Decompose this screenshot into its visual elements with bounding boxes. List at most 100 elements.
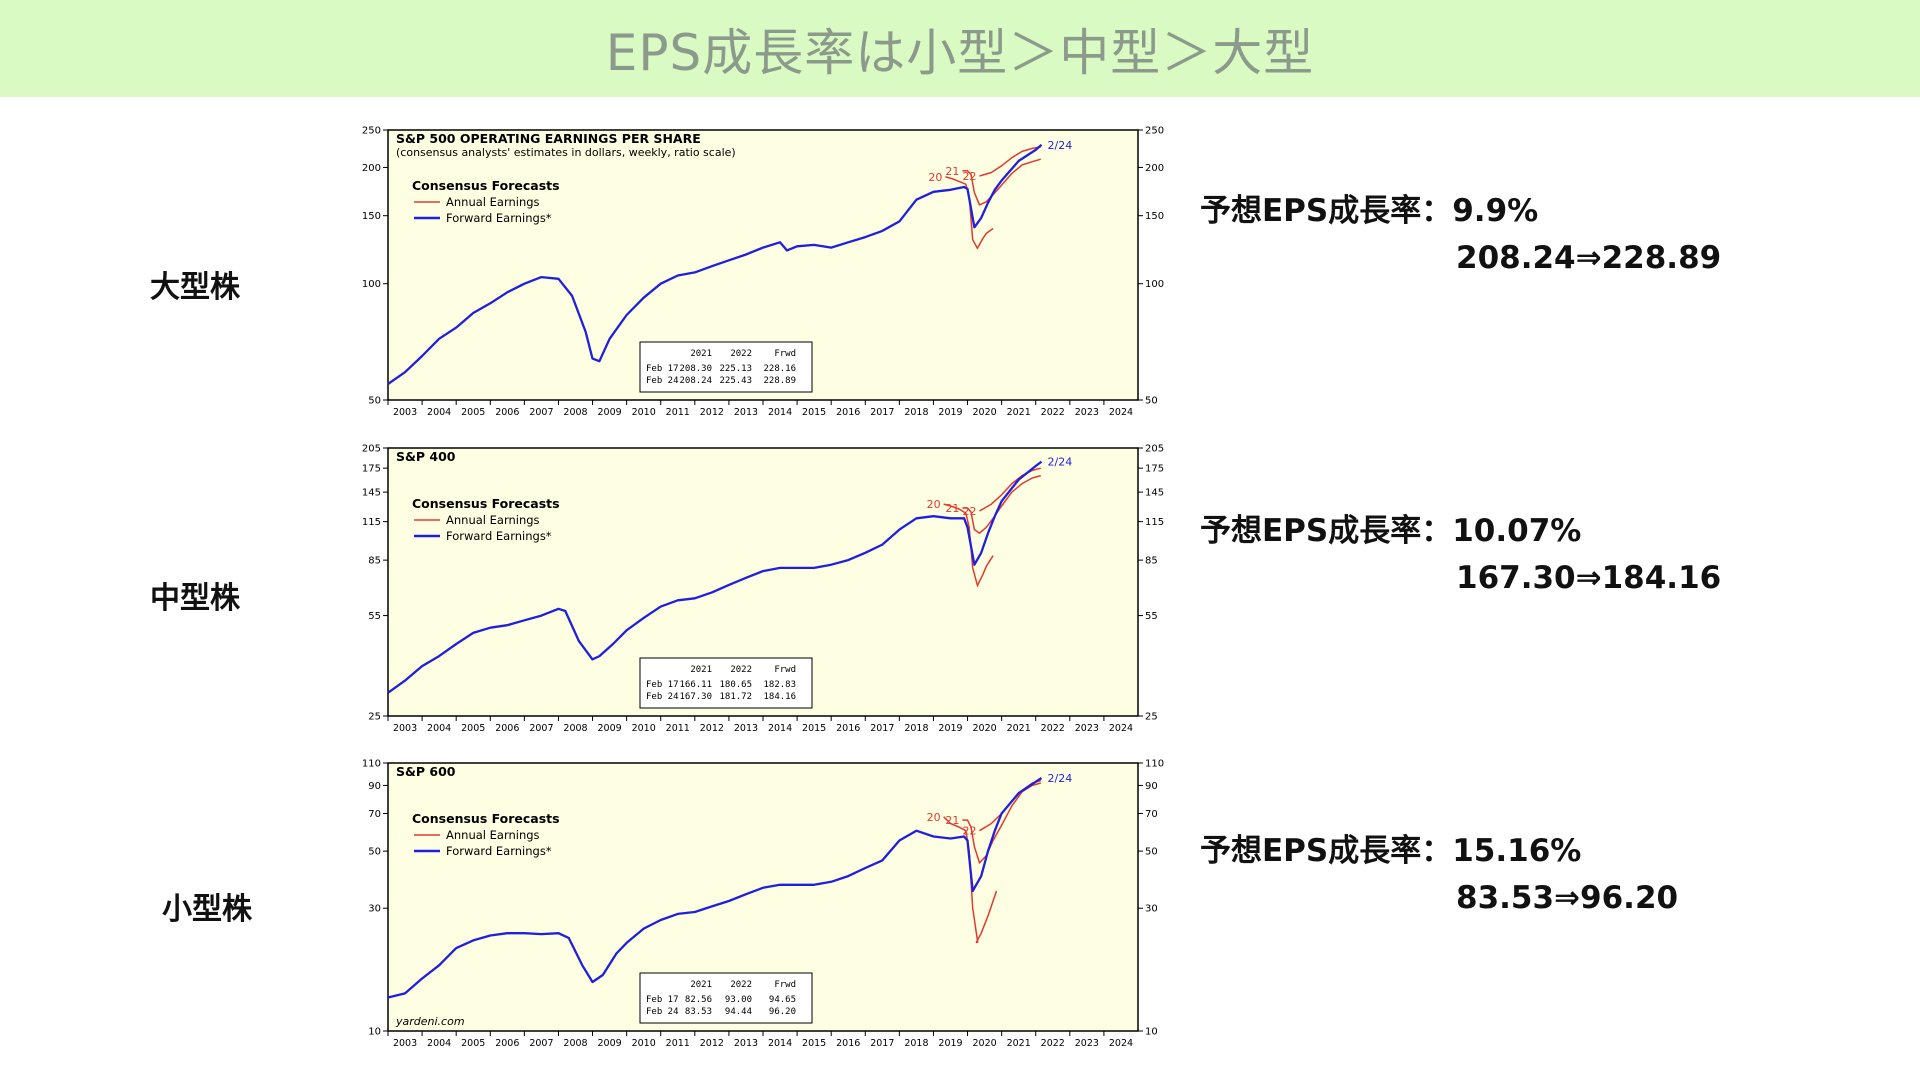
x-tick-label: 2015 xyxy=(802,407,826,418)
y-tick-label-right: 55 xyxy=(1145,611,1158,622)
x-tick-label: 2014 xyxy=(768,407,792,418)
sp400-eps-chart: 25 25 55 55 85 85 115 115 145 145 175 175 205 205 2003… xyxy=(362,444,1164,735)
small-cap-label: 小型株 xyxy=(162,892,252,927)
y-tick-label-left: 55 xyxy=(368,611,381,622)
table-cell: 184.16 xyxy=(763,692,796,702)
table-cell: 225.13 xyxy=(719,364,752,374)
x-tick-label: 2016 xyxy=(836,723,860,734)
x-tick-label: 2022 xyxy=(1041,407,1065,418)
source-footer: yardeni.com xyxy=(395,1015,465,1028)
x-tick-label: 2007 xyxy=(529,723,553,734)
annual-earnings-line xyxy=(943,503,979,587)
x-tick-label: 2011 xyxy=(666,407,690,418)
x-tick-label: 2006 xyxy=(495,1038,519,1049)
legend-entry-forward: Forward Earnings* xyxy=(446,529,552,543)
legend-title: Consensus Forecasts xyxy=(412,178,560,193)
x-tick-label: 2007 xyxy=(529,407,553,418)
end-date-label: 2/24 xyxy=(1048,456,1073,469)
x-tick-label: 2016 xyxy=(836,407,860,418)
x-tick-label: 2010 xyxy=(632,1038,656,1049)
y-tick-label-right: 50 xyxy=(1145,396,1158,407)
eps-values-text: 83.53⇒96.20 xyxy=(1456,880,1679,916)
y-tick-label-right: 250 xyxy=(1145,126,1164,137)
x-tick-label: 2009 xyxy=(597,407,621,418)
data-table xyxy=(639,972,813,1024)
x-tick-label: 2007 xyxy=(529,1038,553,1049)
table-header: 2022 xyxy=(730,665,752,675)
x-tick-label: 2016 xyxy=(836,1038,860,1049)
y-tick-label-left: 85 xyxy=(368,556,381,567)
x-tick-label: 2021 xyxy=(1007,1038,1031,1049)
y-tick-label-left: 90 xyxy=(368,781,381,792)
x-tick-label: 2010 xyxy=(632,407,656,418)
table-cell: 166.11 xyxy=(679,680,712,690)
annual-series-label: 22 xyxy=(962,170,976,183)
y-tick-label-left: 70 xyxy=(368,809,381,820)
y-tick-label-right: 175 xyxy=(1145,464,1164,475)
legend-entry-forward: Forward Earnings* xyxy=(446,211,552,225)
end-date-label: 2/24 xyxy=(1048,772,1073,785)
eps-values-text: 208.24⇒228.89 xyxy=(1456,240,1722,276)
chart-subtitle: (consensus analysts' estimates in dollar… xyxy=(396,146,736,159)
annual-earnings-line xyxy=(979,146,1041,177)
table-row-date: Feb 17 xyxy=(646,364,679,374)
y-tick-label-left: 100 xyxy=(362,279,381,290)
y-tick-label-left: 50 xyxy=(368,847,381,858)
x-tick-label: 2008 xyxy=(563,723,587,734)
y-tick-label-right: 110 xyxy=(1145,759,1164,770)
chart-title: S&P 400 xyxy=(396,449,456,464)
annual-series-label: 22 xyxy=(962,825,976,838)
x-tick-label: 2020 xyxy=(972,407,996,418)
eps-values-text: 167.30⇒184.16 xyxy=(1456,560,1722,596)
table-cell: 167.30 xyxy=(679,692,712,702)
legend-entry-annual: Annual Earnings xyxy=(446,828,540,842)
y-tick-label-right: 145 xyxy=(1145,488,1164,499)
x-tick-label: 2024 xyxy=(1109,1038,1133,1049)
x-tick-label: 2014 xyxy=(768,1038,792,1049)
mid-cap-growth: 予想EPS成長率：10.07% 167.30⇒184.16 xyxy=(1200,508,1721,602)
sp500-eps-chart: 50 50 100 100 150 150 200 200 250 250 2003 2004 2005… xyxy=(362,126,1164,419)
y-tick-label-right: 200 xyxy=(1145,163,1164,174)
x-tick-label: 2019 xyxy=(938,1038,962,1049)
growth-rate-text: 予想EPS成長率：10.07% xyxy=(1200,513,1582,549)
x-tick-label: 2008 xyxy=(563,1038,587,1049)
y-tick-label-left: 145 xyxy=(362,488,381,499)
table-cell: 96.20 xyxy=(769,1007,796,1017)
table-cell: 182.83 xyxy=(763,680,796,690)
table-header: 2021 xyxy=(690,665,712,675)
x-tick-label: 2018 xyxy=(904,1038,928,1049)
annual-series-label: 21 xyxy=(945,814,959,827)
x-tick-label: 2010 xyxy=(632,723,656,734)
y-tick-label-right: 115 xyxy=(1145,517,1164,528)
x-tick-label: 2020 xyxy=(972,723,996,734)
legend-title: Consensus Forecasts xyxy=(412,496,560,511)
annual-series-label: 20 xyxy=(928,171,942,184)
x-tick-label: 2024 xyxy=(1109,407,1133,418)
table-header: 2022 xyxy=(730,980,752,990)
chart-title: S&P 500 OPERATING EARNINGS PER SHARE xyxy=(396,131,701,146)
data-table xyxy=(639,341,813,393)
data-table xyxy=(639,657,813,709)
growth-rate-text: 予想EPS成長率：9.9% xyxy=(1200,193,1539,229)
x-tick-label: 2023 xyxy=(1075,407,1099,418)
large-cap-label: 大型株 xyxy=(150,270,240,305)
table-cell: 208.24 xyxy=(679,376,712,386)
x-tick-label: 2022 xyxy=(1041,1038,1065,1049)
x-tick-label: 2012 xyxy=(700,723,724,734)
y-tick-label-right: 150 xyxy=(1145,211,1164,222)
y-tick-label-right: 100 xyxy=(1145,279,1164,290)
y-tick-label-left: 30 xyxy=(368,904,381,915)
x-tick-label: 2012 xyxy=(700,1038,724,1049)
x-tick-label: 2003 xyxy=(393,1038,417,1049)
x-tick-label: 2021 xyxy=(1007,723,1031,734)
table-header: Frwd xyxy=(774,349,796,359)
table-cell: 82.56 xyxy=(685,995,712,1005)
annual-earnings-line xyxy=(975,890,998,944)
annual-earnings-line xyxy=(943,816,979,944)
table-header: 2021 xyxy=(690,349,712,359)
x-tick-label: 2019 xyxy=(938,723,962,734)
table-cell: 225.43 xyxy=(719,376,752,386)
y-tick-label-right: 50 xyxy=(1145,847,1158,858)
table-cell: 208.30 xyxy=(679,364,712,374)
mid-cap-label: 中型株 xyxy=(150,581,240,616)
